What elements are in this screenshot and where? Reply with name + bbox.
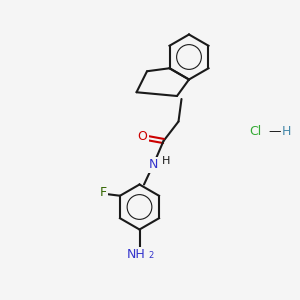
Text: —: — bbox=[268, 125, 281, 138]
Text: H: H bbox=[162, 155, 170, 166]
Text: O: O bbox=[138, 130, 147, 143]
Text: F: F bbox=[100, 186, 107, 199]
Text: NH: NH bbox=[127, 248, 146, 262]
Text: Cl: Cl bbox=[249, 125, 261, 138]
Text: 2: 2 bbox=[148, 251, 154, 260]
Text: H: H bbox=[282, 125, 291, 138]
Text: N: N bbox=[148, 158, 158, 172]
